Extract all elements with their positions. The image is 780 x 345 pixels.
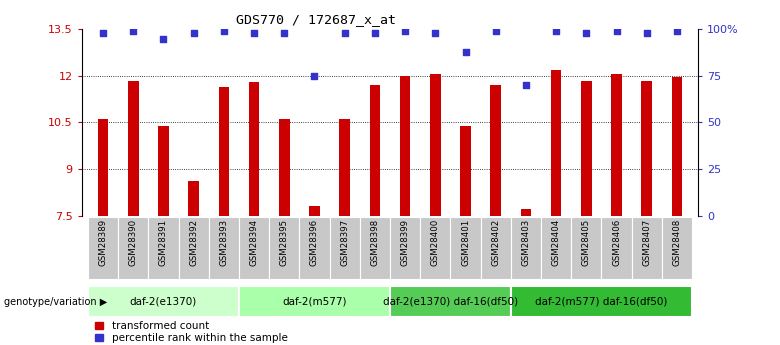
Bar <box>491 85 501 216</box>
Bar <box>269 217 300 279</box>
Point <box>429 30 441 36</box>
Bar <box>98 119 108 216</box>
Text: GSM28395: GSM28395 <box>280 219 289 266</box>
Text: GSM28396: GSM28396 <box>310 219 319 266</box>
Text: daf-2(m577): daf-2(m577) <box>282 297 347 307</box>
Bar <box>601 217 632 279</box>
Text: GSM28393: GSM28393 <box>219 219 229 266</box>
Text: daf-2(e1370) daf-16(df50): daf-2(e1370) daf-16(df50) <box>383 297 518 307</box>
Text: GSM28408: GSM28408 <box>672 219 682 266</box>
Bar <box>480 217 511 279</box>
Bar <box>249 82 260 216</box>
Text: GSM28398: GSM28398 <box>370 219 379 266</box>
Text: daf-2(e1370): daf-2(e1370) <box>129 297 197 307</box>
Bar <box>511 217 541 279</box>
Bar <box>460 126 471 216</box>
Bar <box>612 74 622 216</box>
Bar <box>330 217 360 279</box>
Bar <box>88 217 118 279</box>
Point <box>640 30 653 36</box>
Text: GSM28403: GSM28403 <box>521 219 530 266</box>
Text: GSM28391: GSM28391 <box>159 219 168 266</box>
Text: GSM28406: GSM28406 <box>612 219 621 266</box>
Bar <box>189 181 199 216</box>
Bar <box>148 217 179 279</box>
Bar <box>520 209 531 216</box>
Bar <box>450 217 480 279</box>
Bar <box>641 81 652 216</box>
Text: GSM28397: GSM28397 <box>340 219 349 266</box>
Point <box>97 30 109 36</box>
Bar <box>672 77 682 216</box>
Bar <box>239 286 390 317</box>
Text: GSM28392: GSM28392 <box>190 219 198 266</box>
Bar <box>209 217 239 279</box>
Bar <box>279 119 289 216</box>
Text: GSM28407: GSM28407 <box>642 219 651 266</box>
Bar <box>118 217 148 279</box>
Point <box>610 28 622 34</box>
Text: GSM28402: GSM28402 <box>491 219 500 266</box>
Point <box>580 30 593 36</box>
Bar <box>511 286 692 317</box>
Point <box>218 28 230 34</box>
Text: GSM28394: GSM28394 <box>250 219 259 266</box>
Point <box>278 30 290 36</box>
Point <box>490 28 502 34</box>
Text: GDS770 / 172687_x_at: GDS770 / 172687_x_at <box>236 13 396 26</box>
Bar <box>632 217 662 279</box>
Bar <box>541 217 571 279</box>
Point <box>248 30 261 36</box>
Bar <box>420 217 450 279</box>
Bar <box>551 70 562 216</box>
Point <box>158 36 170 41</box>
Point <box>550 28 562 34</box>
Legend: percentile rank within the sample: percentile rank within the sample <box>95 333 288 343</box>
Bar <box>571 217 601 279</box>
Bar <box>239 217 269 279</box>
Bar <box>662 217 692 279</box>
Text: GSM28389: GSM28389 <box>98 219 108 266</box>
Point <box>399 28 411 34</box>
Bar <box>360 217 390 279</box>
Point <box>339 30 351 36</box>
Text: GSM28390: GSM28390 <box>129 219 138 266</box>
Point <box>187 30 200 36</box>
Text: GSM28399: GSM28399 <box>401 219 410 266</box>
Bar <box>309 206 320 216</box>
Bar <box>390 217 420 279</box>
Text: GSM28404: GSM28404 <box>551 219 561 266</box>
Bar <box>218 87 229 216</box>
Point <box>127 28 140 34</box>
Bar <box>581 81 591 216</box>
Point <box>369 30 381 36</box>
Bar <box>339 119 350 216</box>
Text: genotype/variation ▶: genotype/variation ▶ <box>4 297 107 307</box>
Text: GSM28405: GSM28405 <box>582 219 590 266</box>
Bar <box>370 85 380 216</box>
Point <box>519 82 532 88</box>
Point <box>671 28 683 34</box>
Text: GSM28400: GSM28400 <box>431 219 440 266</box>
Bar <box>128 81 139 216</box>
Bar <box>179 217 209 279</box>
Point <box>308 73 321 79</box>
Bar <box>430 74 441 216</box>
Bar <box>88 286 239 317</box>
Bar <box>300 217 330 279</box>
Legend: transformed count: transformed count <box>95 321 209 331</box>
Text: GSM28401: GSM28401 <box>461 219 470 266</box>
Bar <box>390 286 511 317</box>
Bar <box>158 126 168 216</box>
Point <box>459 49 472 55</box>
Text: daf-2(m577) daf-16(df50): daf-2(m577) daf-16(df50) <box>535 297 668 307</box>
Bar <box>400 76 410 216</box>
